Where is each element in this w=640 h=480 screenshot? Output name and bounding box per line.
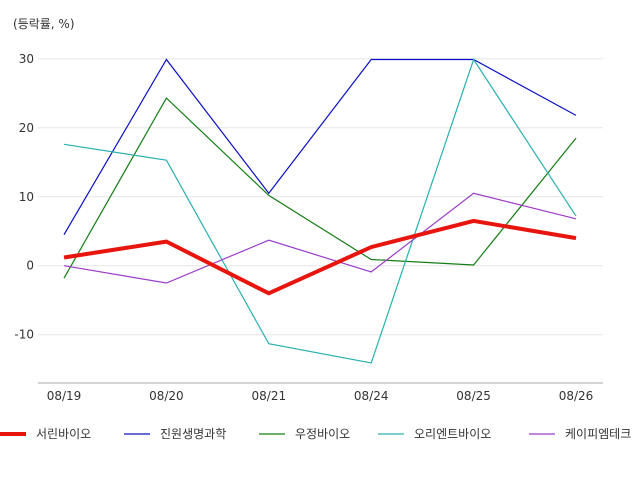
legend-label: 오리엔트바이오 [414, 427, 491, 441]
series-line-5 [63, 192, 577, 284]
x-tick-label: 08/19 [47, 389, 82, 403]
y-tick-label: 10 [19, 190, 34, 204]
series-line-3 [63, 97, 577, 279]
series-line-4 [63, 58, 577, 364]
series-line-1 [63, 218, 577, 296]
legend-label: 우정바이오 [295, 427, 350, 441]
x-axis-ticks: 08/19 08/20 08/21 08/24 08/25 08/26 [47, 389, 594, 403]
legend-label: 서린바이오 [36, 427, 91, 441]
x-tick-label: 08/25 [456, 389, 491, 403]
y-axis-ticks: 30 20 10 0 -10 [14, 52, 34, 342]
x-tick-label: 08/21 [252, 389, 287, 403]
y-tick-label: 20 [19, 121, 34, 135]
x-tick-label: 08/24 [354, 389, 389, 403]
y-unit-label: (등락률, %) [13, 17, 75, 31]
series-lines [63, 58, 577, 364]
y-tick-label: -10 [14, 328, 34, 342]
grid-lines [38, 58, 603, 336]
legend-label: 케이피엠테크 [565, 427, 631, 441]
legend-label: 진원생명과학 [160, 427, 226, 441]
x-tick-label: 08/20 [149, 389, 184, 403]
series-line-2 [63, 58, 577, 236]
y-tick-label: 0 [26, 259, 34, 273]
legend: 서린바이오 진원생명과학 우정바이오 오리엔트바이오 케이피엠테크 [0, 427, 631, 441]
x-tick-label: 08/26 [559, 389, 594, 403]
y-tick-label: 30 [19, 52, 34, 66]
